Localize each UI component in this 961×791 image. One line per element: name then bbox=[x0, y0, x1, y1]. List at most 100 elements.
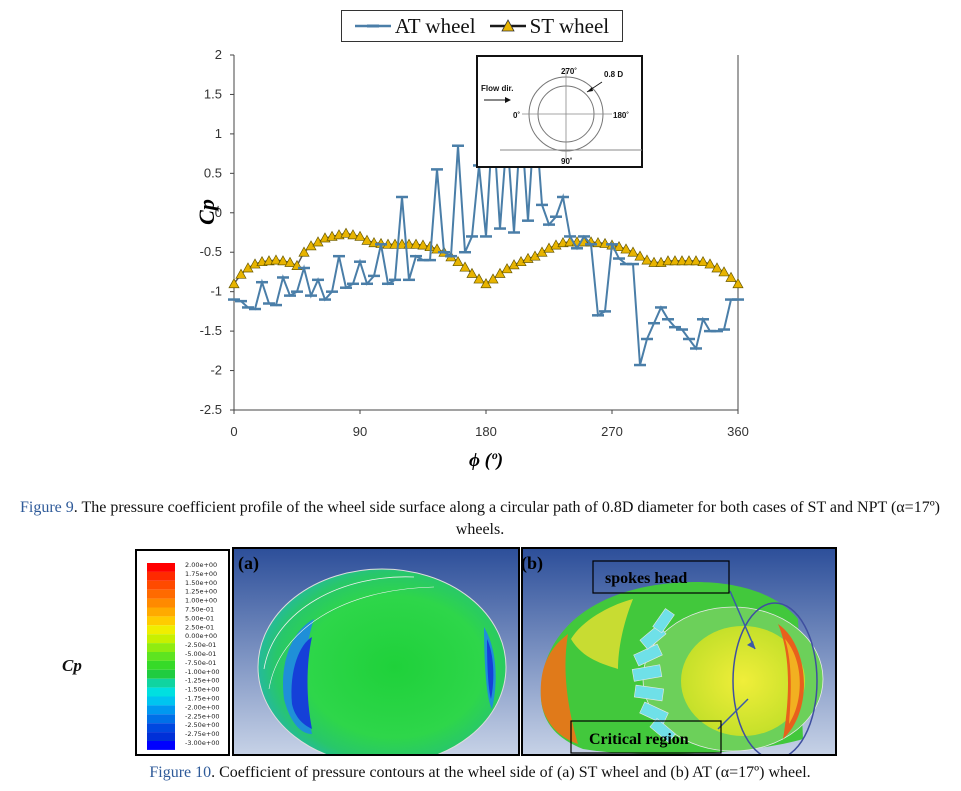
y-tick-label: -1.5 bbox=[200, 323, 222, 338]
colorbar-tick-label: -3.00e+00 bbox=[185, 739, 220, 747]
colorbar-swatch bbox=[147, 589, 175, 599]
colorbar-swatch bbox=[147, 625, 175, 635]
colorbar-swatch bbox=[147, 678, 175, 688]
x-tick-label: 0 bbox=[230, 424, 237, 439]
colorbar-tick-label: -1.75e+00 bbox=[185, 695, 220, 703]
inset-angle-270: 270˚ bbox=[561, 67, 577, 76]
colorbar-tick-label: -2.25e+00 bbox=[185, 712, 220, 720]
x-axis-label: ϕ (º) bbox=[469, 450, 503, 471]
colorbar-tick-label: 5.00e-01 bbox=[185, 614, 214, 622]
legend-label-at: AT wheel bbox=[394, 13, 476, 38]
st-wheel-point bbox=[347, 229, 359, 240]
colorbar-swatch bbox=[147, 669, 175, 679]
y-tick-label: -2 bbox=[210, 363, 222, 378]
colorbar-swatch bbox=[147, 616, 175, 626]
colorbar-swatch bbox=[147, 714, 175, 724]
legend-label-st: ST wheel bbox=[529, 13, 610, 38]
figure-10-caption: Figure 10. Coefficient of pressure conto… bbox=[10, 762, 950, 784]
legend-item-st: ST wheel bbox=[489, 13, 610, 39]
colorbar: 2.00e+001.75e+001.50e+001.25e+001.00e+00… bbox=[147, 561, 220, 750]
st-wheel-point bbox=[683, 255, 695, 266]
y-tick-label: -2.5 bbox=[200, 402, 222, 417]
colorbar-tick-label: 1.25e+00 bbox=[185, 588, 217, 596]
colorbar-swatch bbox=[147, 634, 175, 644]
contour-panel-a: (a) bbox=[232, 547, 520, 756]
colorbar-tick-label: -5.00e-01 bbox=[185, 650, 216, 658]
figure-9-caption: Figure 9. The pressure coefficient profi… bbox=[10, 497, 950, 541]
st-wheel-point bbox=[354, 230, 366, 241]
legend-swatch-at bbox=[354, 24, 391, 28]
figure-9-label: Figure 9 bbox=[19, 499, 74, 516]
colorbar-tick-label: -7.50e-01 bbox=[185, 659, 216, 667]
colorbar-swatch bbox=[147, 563, 175, 572]
colorbar-swatch bbox=[147, 607, 175, 617]
st-wheel-point bbox=[417, 239, 429, 250]
st-wheel-point bbox=[662, 255, 674, 266]
colorbar-swatch bbox=[147, 580, 175, 590]
x-tick-label: 180 bbox=[475, 424, 497, 439]
inset-diameter: 0.8 D bbox=[604, 70, 623, 79]
inset-angle-0: 0˚ bbox=[513, 111, 520, 120]
critical-region-arrow bbox=[717, 698, 749, 730]
spokes-head-arrow bbox=[729, 590, 756, 650]
y-tick-label: -1 bbox=[210, 284, 222, 299]
colorbar-swatch bbox=[147, 696, 175, 706]
st-wheel-point bbox=[270, 254, 282, 265]
colorbar-tick-label: 2.50e-01 bbox=[185, 623, 214, 631]
st-wheel-point bbox=[697, 255, 709, 267]
chart-series bbox=[228, 108, 744, 367]
chart-axes bbox=[230, 54, 739, 414]
st-wheel-point bbox=[466, 267, 478, 278]
colorbar-panel: 2.00e+00 1.75e+00 1.50e+00 1.25e+00 1.00e+00… bbox=[135, 549, 230, 756]
colorbar-tick-label: -2.75e+00 bbox=[185, 730, 220, 738]
colorbar-swatch bbox=[147, 643, 175, 652]
colorbar-swatch bbox=[147, 723, 175, 733]
st-wheel-point bbox=[718, 266, 730, 277]
st-wheel-point bbox=[641, 254, 653, 265]
chart-legend: AT wheel ST wheel bbox=[341, 10, 623, 42]
st-wheel-line bbox=[233, 232, 739, 285]
st-wheel-point bbox=[634, 250, 646, 261]
y-tick-label: 0 bbox=[215, 205, 222, 220]
inset-angle-180: 180˚ bbox=[613, 111, 629, 120]
legend-swatch-st bbox=[489, 19, 526, 32]
y-tick-label: 0.5 bbox=[204, 165, 222, 180]
st-wheel-point bbox=[228, 278, 240, 289]
x-tick-label: 360 bbox=[727, 424, 749, 439]
inset-angle-90: 90˚ bbox=[561, 157, 573, 166]
y-tick-label: 1.5 bbox=[204, 86, 222, 101]
st-wheel-point bbox=[431, 243, 443, 254]
colorbar-tick-label: 1.75e+00 bbox=[185, 570, 217, 578]
x-tick-label: 270 bbox=[601, 424, 623, 439]
cp-side-label: Cp bbox=[62, 656, 82, 675]
st-wheel-point bbox=[298, 246, 310, 257]
inset-diagram: Flow dir. 0.8 D 270˚ 0˚ 180˚ 90˚ bbox=[476, 55, 643, 168]
critical-region-ellipse bbox=[732, 602, 818, 754]
st-wheel-point bbox=[613, 240, 625, 252]
colorbar-tick-label: -1.25e+00 bbox=[185, 677, 220, 685]
y-tick-label: 2 bbox=[215, 47, 222, 62]
st-wheel-point bbox=[620, 243, 632, 254]
st-wheel-point bbox=[410, 238, 422, 249]
st-wheel-point bbox=[452, 255, 464, 267]
colorbar-swatch bbox=[147, 660, 175, 670]
st-wheel-point bbox=[669, 255, 681, 266]
y-tick-label: 1 bbox=[215, 126, 222, 141]
inset-flow-dir: Flow dir. bbox=[481, 84, 513, 93]
y-tick-label: -0.5 bbox=[200, 244, 222, 259]
st-wheel-point bbox=[487, 273, 499, 284]
colorbar-tick-label: 2.00e+00 bbox=[185, 561, 217, 569]
st-wheel-point bbox=[676, 255, 688, 266]
st-wheel-point bbox=[340, 227, 352, 238]
colorbar-swatch bbox=[147, 652, 175, 661]
colorbar-swatch bbox=[147, 732, 175, 741]
contour-panel-b: spokes head Critical region (b) bbox=[521, 547, 837, 756]
figure-10-text: . Coefficient of pressure contours at th… bbox=[211, 764, 811, 781]
colorbar-tick-label: -1.00e+00 bbox=[185, 668, 220, 676]
at-wheel-contour: spokes head Critical region (b) bbox=[523, 549, 835, 754]
st-wheel-point bbox=[277, 255, 289, 266]
panel-a-label: (a) bbox=[238, 553, 259, 574]
st-wheel-point bbox=[235, 268, 247, 279]
colorbar-tick-label: 7.50e-01 bbox=[185, 606, 214, 614]
st-wheel-point bbox=[704, 258, 716, 269]
